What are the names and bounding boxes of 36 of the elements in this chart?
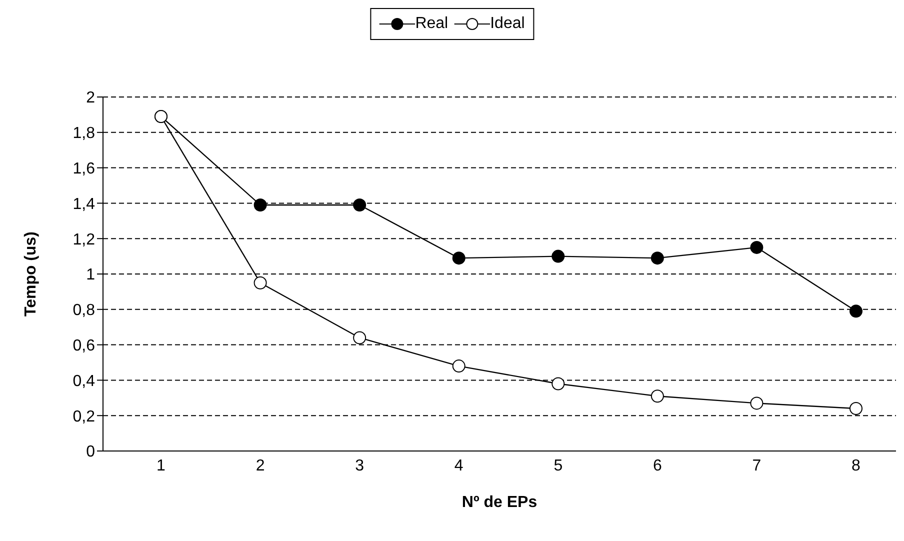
point	[254, 198, 267, 212]
y-tick-label: 0,4	[72, 372, 96, 390]
point	[750, 396, 764, 410]
x-tick-label: 1	[156, 457, 166, 474]
point	[750, 240, 764, 254]
y-tick-label: 1,6	[72, 160, 96, 178]
x-tick-label: 2	[256, 457, 265, 474]
x-tick-label: 6	[652, 457, 662, 474]
point	[353, 198, 366, 212]
y-tick-label: 1	[86, 266, 96, 284]
y-tick-label: 0	[86, 444, 96, 461]
y-tick-label: 2	[86, 90, 96, 107]
y-tick-label: 1,2	[72, 231, 96, 248]
x-tick-label: 3	[355, 457, 364, 474]
x-tick-label: 7	[752, 457, 762, 474]
legend-label: Real	[415, 15, 448, 32]
point	[850, 304, 862, 318]
y-tick-label: 0,2	[72, 408, 96, 426]
point	[552, 377, 565, 390]
point	[452, 360, 466, 373]
point	[254, 276, 267, 290]
y-tick-label: 0,8	[72, 302, 96, 320]
point	[650, 252, 664, 265]
legend-label: Ideal	[490, 15, 525, 32]
point	[650, 390, 664, 403]
y-tick-label: 0,6	[72, 337, 96, 354]
x-axis-title: Nº de EPs	[462, 494, 538, 511]
y-tick-label: 1,4	[72, 196, 96, 213]
x-tick-label: 8	[852, 457, 861, 474]
y-axis-title: Tempo (us)	[22, 231, 40, 317]
point	[552, 250, 565, 263]
point	[452, 252, 466, 265]
x-tick-label: 5	[554, 457, 563, 474]
point	[353, 331, 366, 344]
y-tick-label: 1,8	[72, 125, 96, 142]
x-tick-label: 4	[454, 457, 464, 474]
